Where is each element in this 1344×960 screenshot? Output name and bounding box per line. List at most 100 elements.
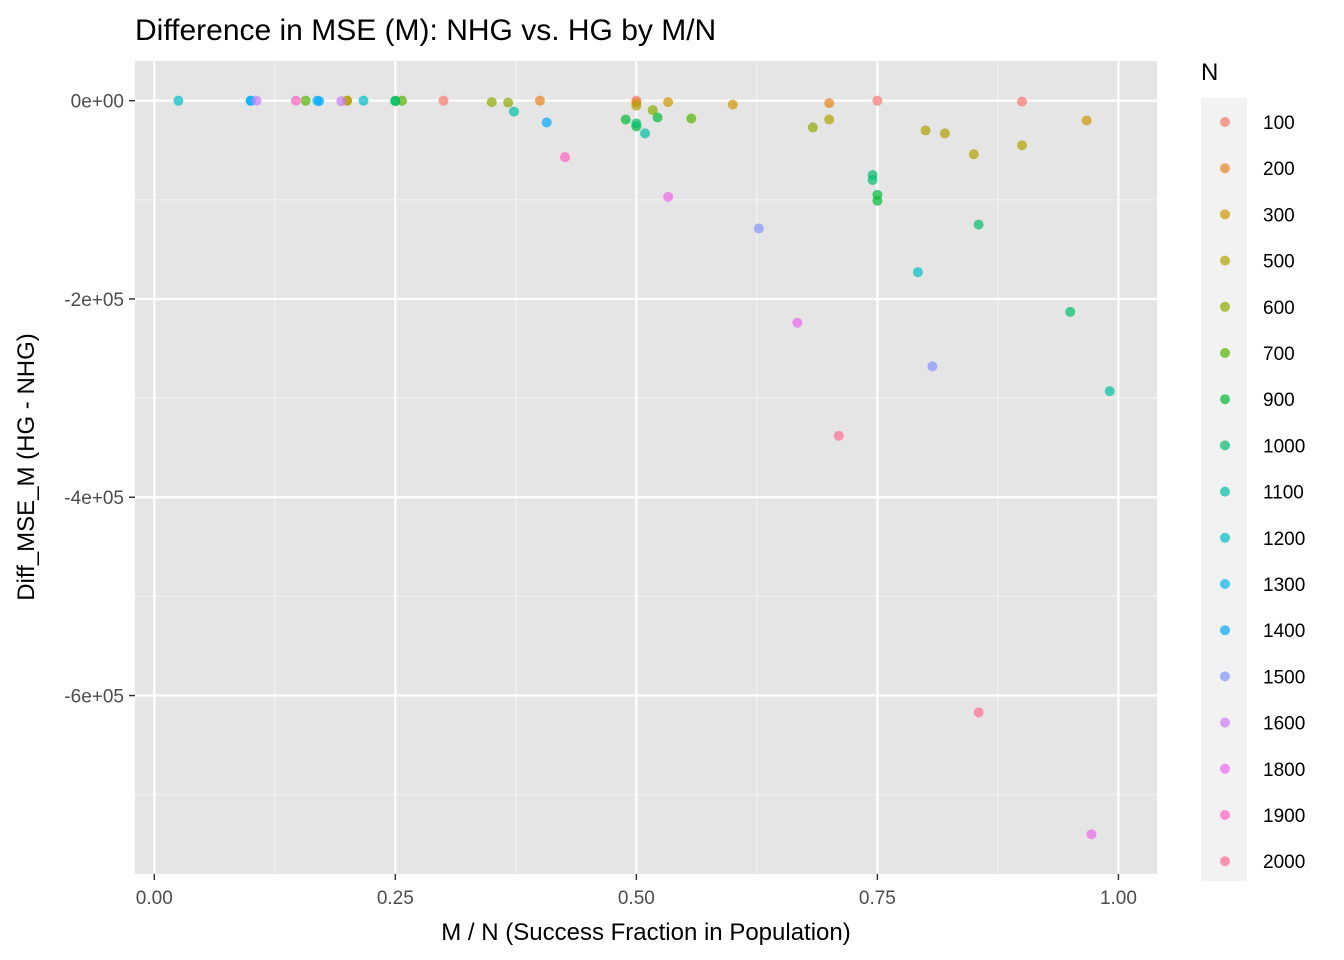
legend-label: 1300 <box>1263 575 1305 596</box>
legend-key-n1400 <box>1220 625 1230 636</box>
legend-key-n100 <box>1220 117 1230 127</box>
legend-key-n1500 <box>1220 671 1230 682</box>
data-point-n600 <box>503 97 514 108</box>
x-tick-label: 0.75 <box>859 888 896 909</box>
data-point-n1100 <box>508 106 519 117</box>
legend-label: 700 <box>1263 344 1295 365</box>
legend: N 10020030050060070090010001100120013001… <box>1201 59 1305 881</box>
data-point-n1000 <box>631 118 642 129</box>
x-tick-label: 0.50 <box>618 888 655 909</box>
legend-title: N <box>1201 59 1218 86</box>
data-point-n600 <box>486 97 497 108</box>
y-tick-label: -6e+05 <box>64 687 124 708</box>
data-point-n500 <box>1017 140 1028 151</box>
legend-key-n2000 <box>1220 856 1230 867</box>
legend-label: 1800 <box>1263 760 1305 781</box>
legend-label: 1100 <box>1263 483 1304 504</box>
data-point-n100 <box>438 95 449 106</box>
legend-label: 1900 <box>1263 806 1305 827</box>
data-point-n2000 <box>833 430 844 441</box>
data-point-n300 <box>1081 115 1092 126</box>
data-point-n1000 <box>390 96 401 107</box>
x-tick-label: 0.00 <box>136 888 173 909</box>
legend-label: 900 <box>1263 390 1295 411</box>
data-point-n900 <box>620 114 631 125</box>
legend-label: 1200 <box>1263 529 1305 550</box>
data-point-n1000 <box>973 219 984 230</box>
data-point-n900 <box>652 112 663 123</box>
y-tick-label: 0e+00 <box>71 92 124 113</box>
x-tick-label: 1.00 <box>1100 888 1137 909</box>
data-point-n500 <box>968 149 979 160</box>
legend-items: 100 200 300 500 600 700 900 1000 1100 1200 1300 140… <box>1220 113 1305 873</box>
data-point-n1200 <box>173 95 184 106</box>
x-axis-title: M / N (Success Fraction in Population) <box>441 919 851 946</box>
data-point-n1600 <box>251 95 262 106</box>
data-point-n900 <box>872 195 883 206</box>
data-point-n1900 <box>291 95 302 106</box>
data-point-n100 <box>872 95 883 106</box>
data-point-n2000 <box>973 707 984 718</box>
legend-label: 1000 <box>1263 436 1305 457</box>
legend-key-n600 <box>1220 301 1230 312</box>
legend-label: 300 <box>1263 205 1295 226</box>
legend-label: 600 <box>1263 298 1295 319</box>
plot-panel <box>135 61 1157 874</box>
data-point-n600 <box>647 105 658 116</box>
x-tick-label: 0.25 <box>377 888 414 909</box>
data-point-n1800 <box>663 191 674 202</box>
legend-label: 200 <box>1263 159 1295 180</box>
legend-key-n500 <box>1220 255 1230 266</box>
legend-key-n1800 <box>1220 763 1230 774</box>
legend-label: 2000 <box>1263 852 1305 873</box>
legend-key-n200 <box>1220 163 1230 174</box>
legend-key-n900 <box>1220 394 1230 405</box>
data-point-n1900 <box>560 152 571 163</box>
y-axis-title: Diff_MSE_M (HG - NHG) <box>13 333 40 601</box>
legend-key-n1100 <box>1220 486 1230 497</box>
data-point-n1400 <box>314 96 325 107</box>
data-point-n1500 <box>927 361 938 372</box>
data-point-n500 <box>920 125 931 136</box>
legend-key-n1000 <box>1220 440 1230 451</box>
legend-key-n1600 <box>1220 717 1230 728</box>
data-point-n300 <box>727 99 738 110</box>
y-tick-label: -2e+05 <box>64 290 124 311</box>
legend-label: 1600 <box>1263 714 1305 735</box>
data-point-n500 <box>939 128 950 139</box>
data-point-n1800 <box>792 317 803 328</box>
legend-key-n1200 <box>1220 532 1230 543</box>
data-point-n300 <box>663 97 674 108</box>
data-point-n1400 <box>541 117 552 128</box>
y-tick-label: -4e+05 <box>64 488 124 509</box>
legend-label: 1500 <box>1263 667 1305 688</box>
data-point-n500 <box>824 114 835 125</box>
data-point-n1000 <box>1065 306 1076 317</box>
data-point-n1600 <box>336 96 347 107</box>
legend-key-n1900 <box>1220 810 1230 820</box>
data-point-n1000 <box>867 174 878 185</box>
chart-title: Difference in MSE (M): NHG vs. HG by M/N <box>135 14 716 47</box>
data-points <box>173 95 1115 840</box>
data-point-n100 <box>1017 96 1028 107</box>
data-point-n700 <box>300 95 311 106</box>
data-point-n1100 <box>640 128 651 139</box>
data-point-n1500 <box>753 223 764 234</box>
legend-key-n700 <box>1220 348 1230 358</box>
data-point-n700 <box>686 113 697 124</box>
data-point-n1800 <box>1086 829 1097 840</box>
data-point-n1100 <box>1104 386 1115 397</box>
data-point-n1200 <box>358 95 369 106</box>
legend-label: 100 <box>1263 113 1295 134</box>
data-point-n500 <box>631 100 642 111</box>
data-point-n200 <box>824 98 835 109</box>
legend-label: 1400 <box>1263 621 1305 642</box>
legend-label: 500 <box>1263 252 1295 273</box>
data-point-n200 <box>534 95 545 106</box>
legend-key-n1300 <box>1220 579 1230 589</box>
x-axis-ticks: 0.00 0.25 0.50 0.75 1.00 <box>136 874 1137 909</box>
y-axis-ticks: 0e+00 -2e+05 -4e+05 -6e+05 <box>64 92 135 708</box>
legend-key-n300 <box>1220 209 1230 220</box>
data-point-n1200 <box>912 267 923 278</box>
